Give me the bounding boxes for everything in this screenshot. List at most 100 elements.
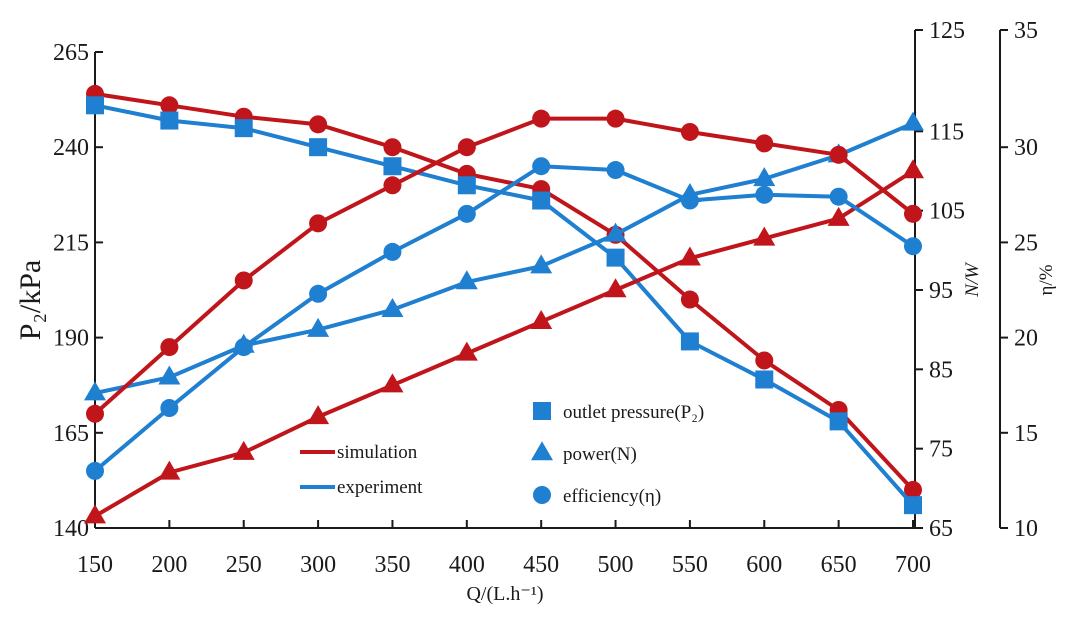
left-axis-tick-label: 240 [53, 135, 89, 161]
x-axis-tick-label: 300 [300, 552, 336, 578]
data-point-efficiency-sim [86, 404, 104, 423]
data-point-power-sim [381, 373, 404, 393]
right-outer-axis-tick-label: 30 [1014, 135, 1038, 161]
legend-marker-label-circle: efficiency(η) [563, 486, 661, 507]
series-efficiency-exp [86, 157, 922, 480]
x-axis-tick-label: 150 [77, 552, 113, 578]
legend-label-simulation: simulation [337, 442, 418, 463]
legend-marker-circle [533, 486, 551, 504]
data-point-power-sim [232, 440, 255, 460]
series-efficiency-sim [86, 109, 922, 423]
right-outer-axis-tick-label: 35 [1014, 18, 1038, 44]
data-point-outlet-pressure-exp [383, 157, 402, 176]
data-point-efficiency-exp [680, 191, 699, 210]
data-point-power-exp [604, 222, 627, 242]
x-axis-tick-label: 200 [151, 552, 187, 578]
data-point-efficiency-sim [309, 214, 328, 233]
data-point-power-exp [455, 270, 478, 290]
data-point-outlet-pressure-exp [86, 96, 104, 115]
data-point-efficiency-exp [606, 161, 625, 180]
data-point-power-sim [84, 504, 106, 524]
data-point-power-exp [902, 111, 924, 131]
data-point-efficiency-sim [606, 109, 625, 128]
series-line-efficiency-exp [93, 164, 915, 473]
legend-marker-triangle [531, 441, 553, 461]
data-point-outlet-pressure-exp [234, 119, 253, 138]
data-point-efficiency-sim [457, 138, 476, 157]
right-inner-axis-tick-label: 125 [929, 18, 965, 44]
right-inner-axis-tick-label: 95 [929, 278, 953, 304]
series-line-outlet-pressure-sim [93, 91, 915, 492]
data-point-efficiency-exp [309, 284, 328, 303]
series-power-sim [84, 159, 924, 524]
data-point-efficiency-exp [755, 185, 774, 204]
left-axis-tick-label: 190 [53, 326, 89, 352]
x-axis-tick-label: 350 [374, 552, 410, 578]
data-point-power-exp [753, 167, 776, 187]
right-outer-axis-tick-label: 15 [1014, 421, 1038, 447]
data-point-outlet-pressure-exp [457, 176, 476, 195]
right-outer-axis-title: η/% [1036, 264, 1057, 295]
data-point-outlet-pressure-sim [755, 351, 774, 370]
data-point-outlet-pressure-sim [680, 290, 699, 309]
right-outer-axis-tick-label: 25 [1014, 230, 1038, 256]
data-point-efficiency-sim [234, 271, 253, 290]
left-axis-tick-label: 165 [53, 421, 89, 447]
data-point-power-exp [84, 381, 106, 401]
x-axis-tick-label: 600 [746, 552, 782, 578]
right-inner-axis-title: N/W [962, 261, 983, 298]
data-point-efficiency-exp [829, 187, 848, 206]
data-point-efficiency-exp [904, 237, 922, 256]
data-point-power-sim [678, 246, 701, 266]
data-point-efficiency-exp [86, 461, 104, 480]
x-axis-tick-label: 550 [672, 552, 708, 578]
data-point-power-exp [381, 298, 404, 318]
data-point-outlet-pressure-exp [309, 138, 328, 157]
data-point-efficiency-sim [383, 176, 402, 195]
axes: 140 165 190 215 240 265 65 75 85 95 105 115 125 10 15 2… [14, 18, 1057, 605]
series-outlet-pressure-exp [86, 96, 922, 515]
x-axis-title: Q/(L.h⁻¹) [466, 583, 543, 605]
legend-marker-label-square: outlet pressure(P₂) [563, 402, 704, 423]
series-power-exp [84, 111, 924, 401]
data-point-efficiency-exp [234, 338, 253, 357]
series-layer [84, 84, 924, 524]
right-inner-axis-tick-label: 65 [929, 516, 953, 542]
left-axis-tick-label: 215 [53, 230, 89, 256]
legend-label-experiment: experiment [337, 477, 423, 498]
data-point-outlet-pressure-exp [829, 412, 848, 431]
data-point-outlet-pressure-sim [383, 138, 402, 157]
data-point-power-sim [158, 460, 181, 480]
data-point-outlet-pressure-exp [606, 248, 625, 267]
left-axis-tick-label: 140 [53, 516, 89, 542]
right-inner-axis-tick-label: 75 [929, 437, 953, 463]
data-point-outlet-pressure-exp [532, 191, 551, 210]
legend: simulation experiment outlet pressure(P₂) p… [300, 402, 704, 507]
x-axis-tick-label: 650 [821, 552, 857, 578]
data-point-outlet-pressure-sim [904, 480, 922, 499]
series-line-power-sim [93, 169, 915, 519]
data-point-outlet-pressure-sim [309, 115, 328, 134]
data-point-outlet-pressure-exp [680, 332, 699, 351]
x-axis-tick-label: 250 [226, 552, 262, 578]
data-point-power-exp [158, 365, 181, 385]
data-point-power-exp [307, 317, 330, 337]
right-inner-axis-tick-label: 85 [929, 357, 953, 383]
data-point-power-sim [827, 206, 850, 226]
series-line-efficiency-sim [93, 116, 915, 416]
right-inner-axis-tick-label: 115 [929, 119, 964, 145]
data-point-power-sim [753, 226, 776, 246]
right-inner-axis-tick-label: 105 [929, 199, 965, 225]
right-outer-axis-tick-label: 20 [1014, 326, 1038, 352]
left-axis-title: P₂/kPa [14, 260, 47, 340]
data-point-power-sim [455, 341, 478, 361]
data-point-efficiency-sim [532, 109, 551, 128]
x-axis-tick-label: 700 [895, 552, 931, 578]
series-line-outlet-pressure-exp [93, 103, 915, 508]
data-point-efficiency-exp [160, 399, 179, 418]
legend-marker-label-triangle: power(N) [563, 444, 637, 465]
series-line-power-exp [93, 121, 915, 396]
data-point-power-sim [530, 309, 553, 329]
data-point-outlet-pressure-sim [160, 96, 179, 115]
